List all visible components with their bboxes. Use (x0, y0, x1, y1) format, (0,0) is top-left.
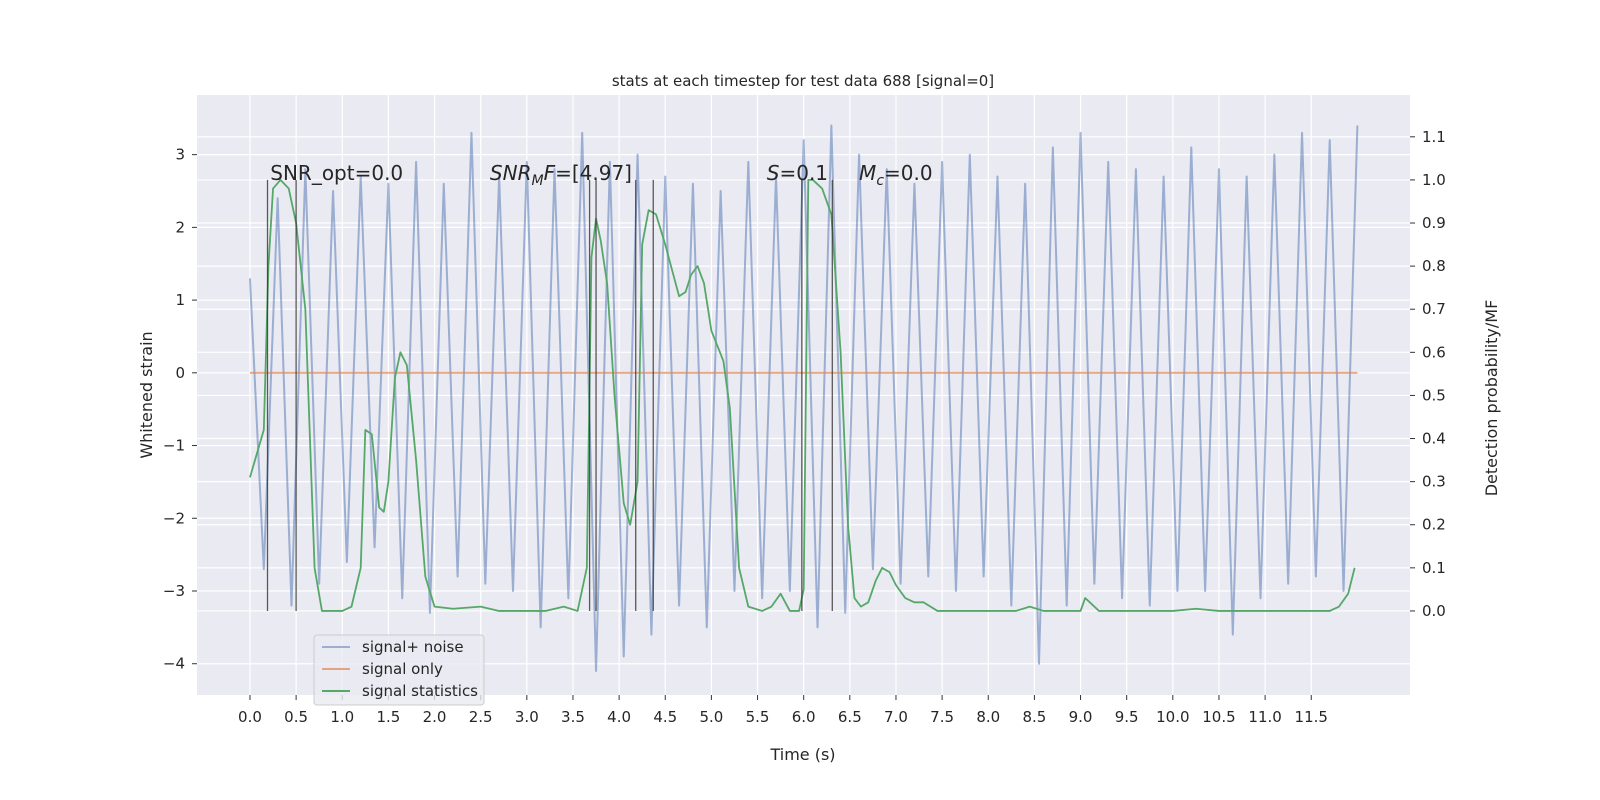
x-tick-label: 1.0 (330, 708, 354, 726)
series-line (248, 124, 1359, 672)
y2-tick-label: 0.2 (1422, 516, 1446, 534)
x-tick-label: 10.0 (1156, 708, 1189, 726)
annotation-part: M (859, 161, 876, 185)
annotation: SNRMF=[4.97] (490, 161, 632, 189)
annotation-part: SNR_opt=0.0 (270, 161, 403, 185)
annotation: S=0.1 (767, 161, 828, 185)
y-tick-label: −1 (163, 437, 185, 455)
y-tick-label: −4 (163, 655, 185, 673)
y-tick-label: −2 (163, 509, 185, 527)
x-tick-label: 6.5 (838, 708, 862, 726)
legend-label: signal+ noise (362, 638, 464, 656)
y-tick-label: 1 (175, 291, 185, 309)
y2-tick-label: 0.9 (1422, 214, 1446, 232)
x-tick-label: 8.0 (976, 708, 1000, 726)
annotation-part: F (544, 161, 556, 185)
x-tick-label: 6.0 (792, 708, 816, 726)
x-tick-label: 0.5 (284, 708, 308, 726)
y-tick-label: 0 (175, 364, 185, 382)
x-tick-label: 5.5 (746, 708, 770, 726)
y2-tick-label: 1.1 (1422, 128, 1446, 146)
x-tick-label: 11.0 (1248, 708, 1281, 726)
x-tick-label: 3.5 (561, 708, 585, 726)
x-tick-label: 11.5 (1295, 708, 1328, 726)
x-tick-label: 7.5 (930, 708, 954, 726)
y2-tick-label: 0.4 (1422, 430, 1446, 448)
legend-label: signal only (362, 660, 443, 678)
y-tick-label: 2 (175, 218, 185, 236)
annotation-part: c (876, 173, 884, 189)
x-tick-label: 8.5 (1022, 708, 1046, 726)
x-tick-label: 2.5 (469, 708, 493, 726)
x-tick-label: 9.0 (1069, 708, 1093, 726)
y2-tick-label: 0.8 (1422, 257, 1446, 275)
y2-tick-label: 0.3 (1422, 473, 1446, 491)
x-tick-label: 10.5 (1202, 708, 1235, 726)
x-axis-label: Time (s) (769, 745, 835, 764)
legend-box (313, 634, 485, 706)
series-line (249, 179, 1356, 612)
y2-tick-label: 0.6 (1422, 343, 1446, 361)
y2-tick-label: 0.1 (1422, 559, 1446, 577)
annotation-part: M (531, 173, 543, 189)
x-tick-label: 2.0 (423, 708, 447, 726)
annotation-part: =0.1 (779, 161, 828, 185)
x-tick-label: 4.5 (653, 708, 677, 726)
annotation-part: S (767, 161, 780, 185)
y-tick-label: −3 (163, 582, 185, 600)
y-axis-label: Whitened strain (137, 331, 156, 458)
x-tick-label: 4.0 (607, 708, 631, 726)
legend-label: signal statistics (362, 682, 478, 700)
x-tick-label: 3.0 (515, 708, 539, 726)
y-tick-label: 3 (175, 146, 185, 164)
annotation-part: =0.0 (884, 161, 933, 185)
y2-tick-label: 0.5 (1422, 386, 1446, 404)
y2-tick-label: 0.7 (1422, 300, 1446, 318)
annotation: Mc=0.0 (859, 161, 933, 189)
x-tick-label: 5.0 (699, 708, 723, 726)
x-tick-label: 1.5 (376, 708, 400, 726)
y2-tick-label: 0.0 (1422, 602, 1446, 620)
x-tick-label: 9.5 (1115, 708, 1139, 726)
x-tick-label: 7.0 (884, 708, 908, 726)
y2-tick-label: 1.0 (1422, 171, 1446, 189)
annotation-part: SNR (490, 161, 532, 185)
x-tick-label: 0.0 (238, 708, 262, 726)
annotation: SNR_opt=0.0 (270, 161, 403, 185)
y2-axis-label: Detection probability/MF (1482, 300, 1501, 497)
chart-title: stats at each timestep for test data 688… (612, 72, 994, 90)
annotation-part: =[4.97] (555, 161, 632, 185)
